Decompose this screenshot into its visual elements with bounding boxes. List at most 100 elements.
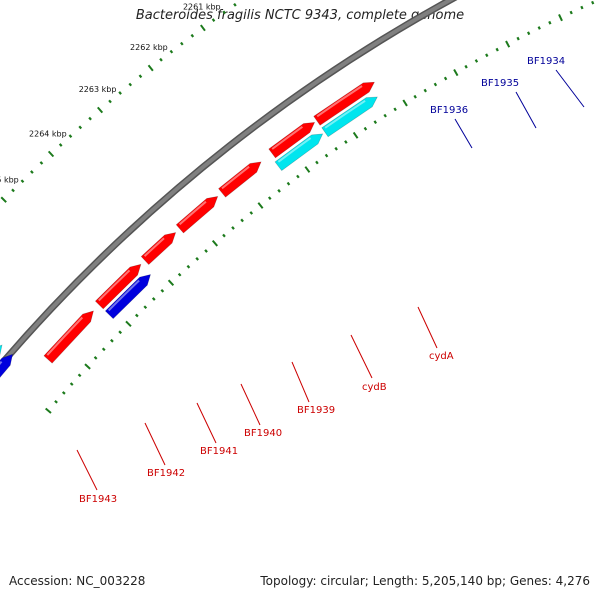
minor-tick-inner	[393, 107, 397, 112]
minor-tick-outer	[58, 143, 63, 147]
minor-tick-outer	[138, 74, 143, 79]
minor-tick-inner	[231, 226, 235, 230]
major-tick-inner	[167, 279, 175, 286]
minor-tick-inner	[324, 153, 329, 158]
gene-arrow-bf1943-highlight	[46, 316, 84, 356]
genome-backbone	[0, 0, 458, 372]
label-leader	[76, 449, 98, 491]
major-tick-outer	[147, 64, 154, 72]
major-tick-inner	[352, 131, 359, 139]
gene-label: BF1939	[297, 405, 335, 416]
gene-label: BF1935	[481, 78, 519, 89]
minor-tick-inner	[195, 257, 200, 261]
minor-tick-inner	[93, 356, 98, 360]
minor-tick-inner	[110, 338, 114, 343]
minor-tick-inner	[526, 31, 531, 36]
minor-tick-inner	[580, 5, 584, 10]
minor-tick-outer	[211, 18, 216, 22]
label-leader	[555, 69, 585, 108]
gene-arrow-cyda-red	[313, 81, 375, 126]
major-tick-outer	[0, 196, 7, 203]
gene-label: cydB	[362, 382, 387, 393]
minor-tick-inner	[464, 64, 468, 69]
major-tick-inner	[84, 363, 91, 370]
gene-arrow-cyda-highlight	[324, 99, 366, 129]
major-tick-outer	[47, 150, 55, 158]
minor-tick-outer	[159, 57, 163, 62]
minor-tick-inner	[61, 391, 66, 395]
minor-tick-inner	[118, 330, 123, 335]
scale-label: 2265 kbp	[0, 175, 19, 184]
minor-tick-inner	[485, 53, 489, 58]
gene-arrow-bf1939-highlight	[221, 165, 250, 190]
minor-tick-inner	[363, 126, 368, 131]
map-title: Bacteroides fragilis NCTC 9343, complete…	[135, 8, 465, 23]
accession-text: Accession: NC_003228	[9, 574, 146, 588]
minor-tick-inner	[143, 305, 148, 310]
minor-tick-outer	[68, 134, 73, 138]
minor-tick-inner	[277, 189, 281, 193]
label-leader	[144, 422, 166, 466]
genome-summary-text: Topology: circular; Length: 5,205,140 bp…	[260, 574, 590, 588]
minor-tick-outer	[30, 170, 34, 174]
minor-tick-inner	[537, 26, 541, 30]
gene-arrow-bf1940-highlight	[178, 200, 207, 226]
gene-arrow-bf1942-red	[94, 263, 142, 310]
gene-arrow-bf1941-highlight	[143, 237, 165, 257]
labels: BF1936 BF1935 BF1934 cydA cydB BF1939 BF1940 BF…	[76, 56, 585, 505]
gene-arrow-bf1940	[175, 196, 219, 234]
minor-tick-inner	[474, 59, 479, 63]
minor-tick-outer	[39, 161, 44, 165]
minor-tick-outer	[128, 82, 133, 87]
gene-features	[0, 81, 378, 378]
gene-arrow-cydb-red-highlight	[271, 125, 303, 150]
minor-tick-inner	[240, 218, 244, 223]
gene-arrow-edge-blue-highlight	[0, 360, 3, 365]
label-leader	[417, 306, 438, 349]
gene-label: BF1934	[527, 56, 565, 67]
minor-tick-inner	[186, 264, 191, 269]
major-tick-inner	[453, 69, 459, 77]
scale-label: 2261 kbp	[183, 3, 221, 12]
minor-tick-inner	[383, 113, 387, 118]
minor-tick-outer	[190, 33, 195, 38]
minor-tick-inner	[569, 10, 573, 15]
minor-tick-inner	[286, 181, 291, 186]
scale-label: 2263 kbp	[79, 85, 117, 94]
label-leader	[291, 361, 310, 403]
minor-tick-outer	[222, 10, 226, 15]
label-leader	[196, 402, 217, 444]
gene-arrow-cyda-red-highlight	[316, 85, 363, 118]
gene-label: BF1936	[430, 105, 468, 116]
minor-tick-inner	[77, 373, 82, 378]
minor-tick-inner	[433, 82, 438, 87]
minor-tick-outer	[11, 188, 15, 193]
minor-tick-outer	[88, 116, 92, 121]
major-tick-outer	[200, 24, 206, 32]
minor-tick-inner	[413, 94, 417, 99]
minor-tick-outer	[108, 99, 112, 104]
minor-tick-inner	[344, 140, 348, 144]
gene-label: BF1941	[200, 446, 238, 457]
gene-label: cydA	[429, 351, 454, 362]
minor-tick-inner	[516, 36, 520, 41]
major-tick-inner	[257, 202, 264, 209]
major-tick-inner	[505, 40, 511, 48]
scale-label: 2264 kbp	[29, 129, 67, 138]
major-tick-outer	[96, 106, 104, 114]
scale-label: 2262 kbp	[130, 43, 168, 52]
gene-label: BF1940	[244, 428, 282, 439]
minor-tick-inner	[548, 20, 552, 25]
minor-tick-outer	[233, 2, 237, 7]
gene-arrow-bf1939	[218, 161, 262, 198]
minor-tick-inner	[373, 120, 378, 125]
gene-arrow-cyda	[321, 96, 378, 138]
minor-tick-outer	[20, 179, 25, 184]
minor-tick-inner	[177, 272, 182, 277]
minor-tick-inner	[151, 297, 156, 301]
minor-tick-inner	[101, 347, 106, 352]
label-leader	[240, 383, 261, 426]
gene-arrow-cydb	[274, 133, 324, 172]
label-leader	[454, 118, 473, 149]
